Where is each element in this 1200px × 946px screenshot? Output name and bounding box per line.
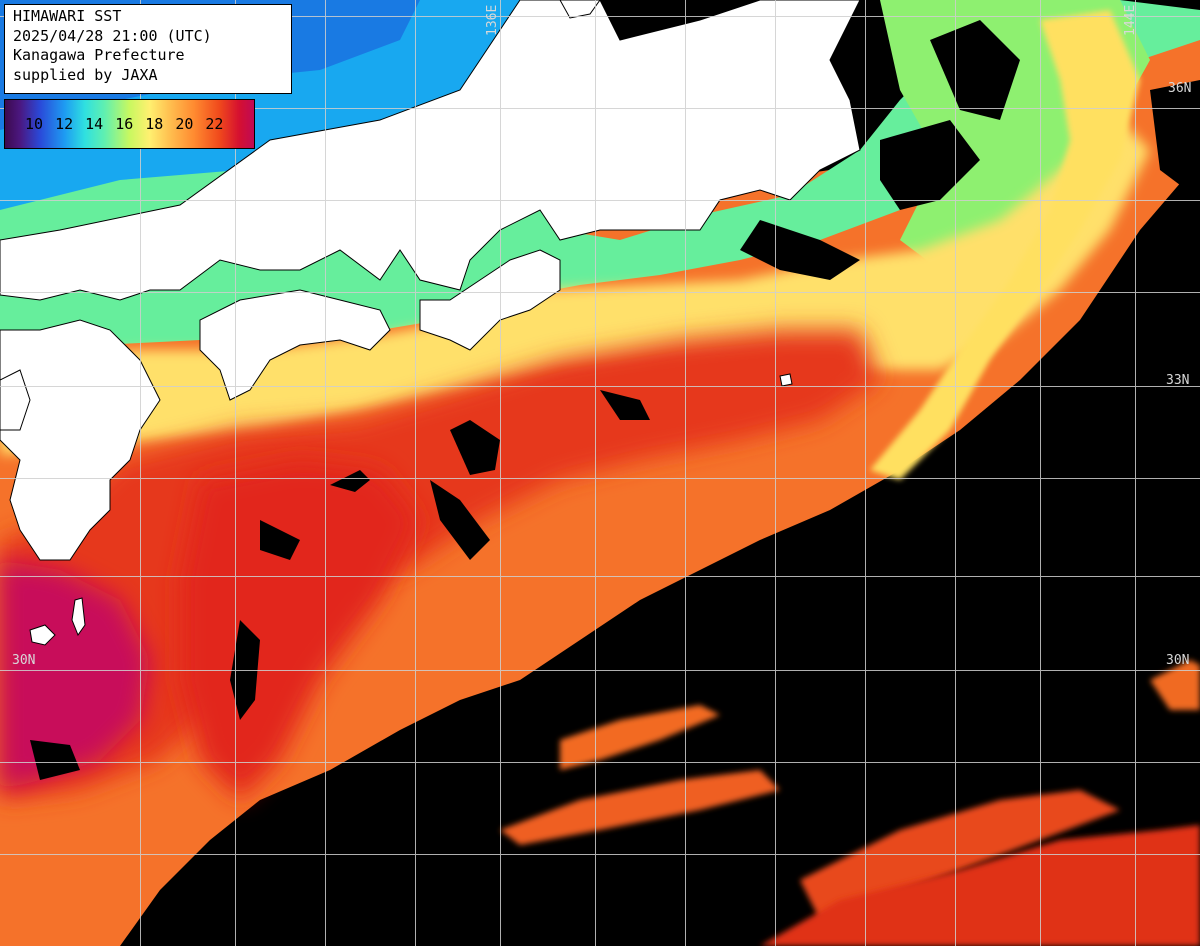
temperature-color-legend: 10 12 14 16 18 20 22 (4, 99, 255, 149)
sst-hottest-sw (0, 560, 150, 790)
sst-warm-patch-east (1150, 660, 1200, 710)
lat-label-30n-left: 30N (12, 653, 36, 668)
organization-name: Kanagawa Prefecture (13, 46, 185, 64)
legend-tick: 20 (175, 115, 194, 133)
lat-label-33n: 33N (1166, 373, 1190, 388)
lat-label-36n: 36N (1168, 81, 1192, 96)
cloud-mask-south (150, 240, 1200, 946)
land-kyushu (0, 319, 161, 561)
land-kyushu-west (0, 369, 31, 431)
land-mass (0, 0, 861, 646)
sst-warm-streak-1 (560, 705, 720, 770)
land-kii-peninsula (419, 249, 561, 351)
land-shikoku (199, 289, 391, 401)
legend-tick: 22 (205, 115, 224, 133)
sst-mild-east-strip (870, 10, 1140, 480)
data-source-credit: supplied by JAXA (13, 65, 158, 84)
legend-tick: 12 (55, 115, 74, 133)
sst-mild-band (0, 120, 1150, 455)
sst-warm-streak-2 (500, 770, 780, 845)
lon-label-136e: 136E (485, 4, 500, 36)
land-islet-north (559, 0, 601, 19)
legend-tick: 16 (115, 115, 134, 133)
header-info-box: HIMAWARI SST 2025/04/28 21:00 (UTC) Kana… (4, 4, 292, 94)
observation-time: 2025/04/28 21:00 (UTC) (13, 26, 212, 45)
legend-tick: 14 (85, 115, 104, 133)
legend-tick: 10 (25, 115, 44, 133)
land-yakushima (29, 624, 56, 646)
land-izu-islet (779, 373, 793, 387)
legend-tick: 18 (145, 115, 164, 133)
product-title: HIMAWARI SST (13, 7, 122, 25)
lat-label-30n-right: 30N (1166, 653, 1190, 668)
legend-tick-labels: 10 12 14 16 18 20 22 (25, 115, 223, 133)
lon-label-144e: 144E (1123, 4, 1138, 36)
cloud-blotches (30, 20, 1200, 780)
land-honshu (0, 0, 861, 301)
sst-hot-southeast (760, 825, 1200, 946)
land-tanegashima (71, 597, 86, 637)
